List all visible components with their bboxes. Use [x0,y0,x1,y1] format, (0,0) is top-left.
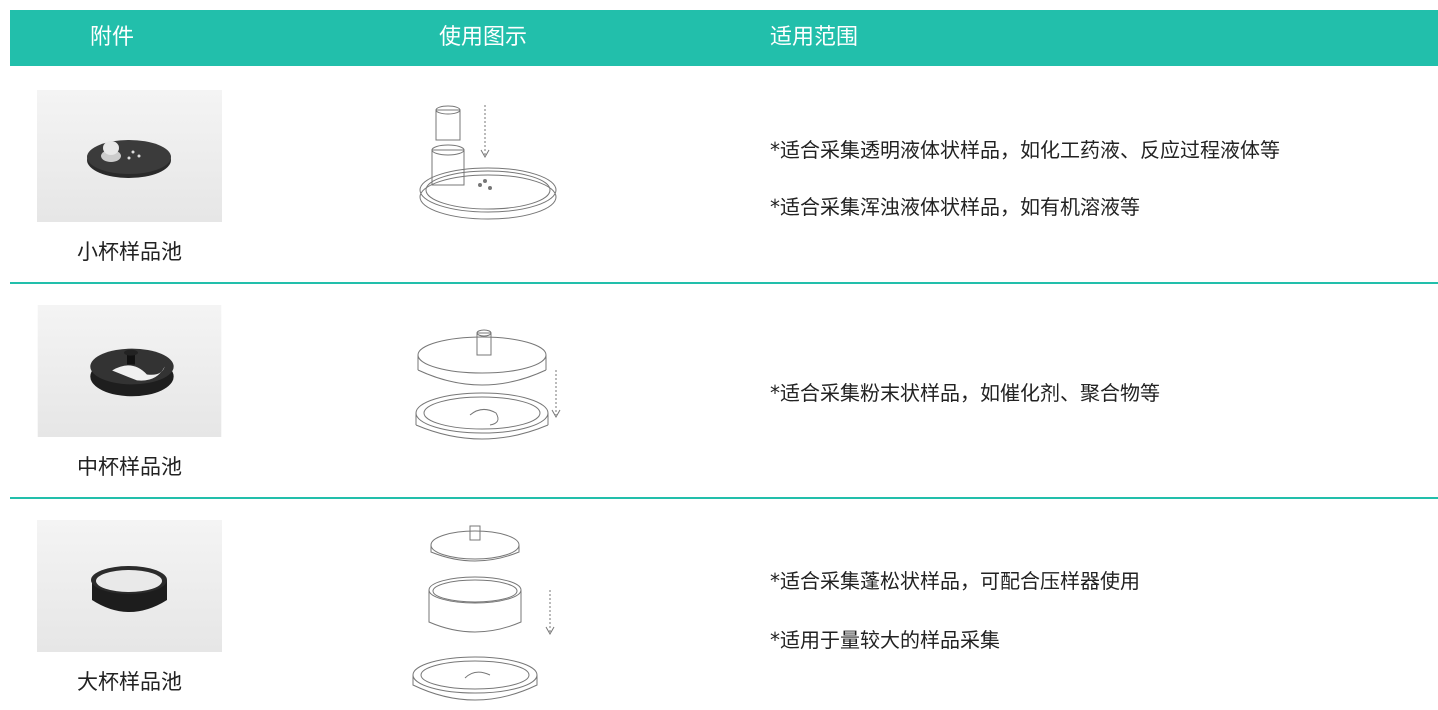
usage-diagram [419,105,557,220]
usage-diagram [415,329,561,440]
note: *适合采集浑浊液体状样品，如有机溶液等 [770,195,1140,219]
note: *适用于量较大的样品采集 [770,628,1000,652]
row-name: 大杯样品池 [77,670,182,694]
header-cell: 附件 [89,25,134,50]
header-bar [10,10,1438,66]
row-name: 小杯样品池 [77,240,182,264]
header-cell: 适用范围 [770,25,859,50]
note: *适合采集粉末状样品，如催化剂、聚合物等 [770,381,1160,405]
row-separator [10,282,1438,284]
product-photo [37,305,222,437]
note: *适合采集透明液体状样品，如化工药液、反应过程液体等 [770,138,1280,162]
header-cell: 使用图示 [438,25,527,50]
row-separator [10,497,1438,499]
note: *适合采集蓬松状样品，可配合压样器使用 [770,569,1140,593]
product-photo [37,90,222,222]
row-name: 中杯样品池 [77,455,182,479]
usage-diagram [412,525,555,701]
product-photo [37,520,222,652]
